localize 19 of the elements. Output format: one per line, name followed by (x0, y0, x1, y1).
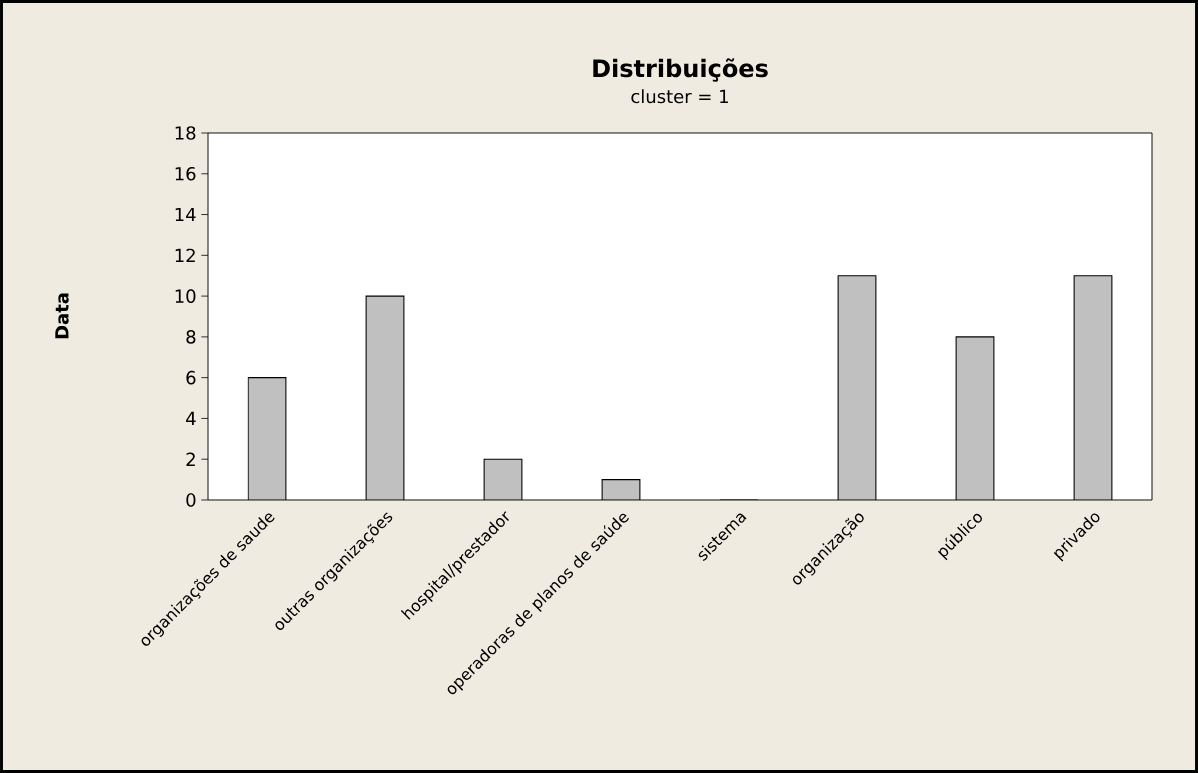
y-tick-label: 8 (186, 330, 196, 344)
y-tick-label: 2 (186, 452, 195, 466)
chart-subtitle: cluster = 1 (631, 89, 728, 104)
y-tick-label: 10 (175, 289, 196, 303)
bar (955, 336, 995, 500)
y-tick-label: 16 (175, 166, 196, 181)
y-axis-title: Data (55, 293, 69, 339)
y-tick-label: 0 (186, 493, 196, 507)
bar (365, 295, 405, 500)
bar (1073, 275, 1113, 500)
bar (247, 377, 287, 500)
y-tick-label: 12 (175, 248, 195, 262)
bar (837, 275, 877, 500)
y-tick-label: 18 (175, 126, 196, 140)
chart-title: Distribuições (593, 58, 768, 82)
bar (483, 458, 523, 500)
y-tick-label: 6 (186, 370, 196, 385)
y-tick-label: 14 (175, 207, 196, 222)
y-tick-label: 4 (186, 411, 196, 425)
